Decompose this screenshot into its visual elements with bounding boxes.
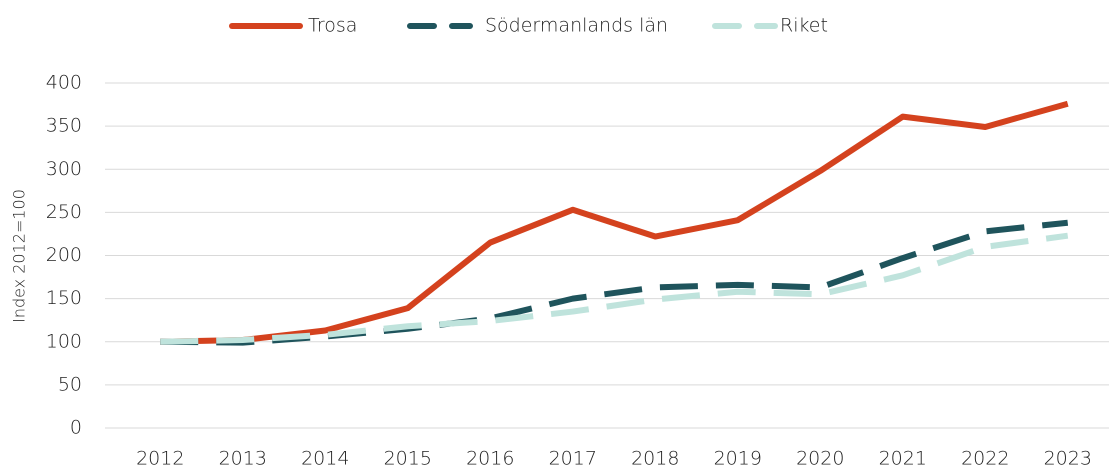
series-line	[160, 100, 1069, 345]
x-tick-label: 2020	[796, 448, 844, 468]
x-tick-label: 2012	[136, 448, 184, 468]
y-tick-label: 150	[46, 287, 82, 309]
series-line	[160, 219, 1069, 346]
x-tick-label: 2023	[1044, 448, 1092, 468]
x-tick-label: 2022	[961, 448, 1009, 468]
legend-label: Riket	[780, 15, 828, 37]
x-tick-label: 2019	[714, 448, 762, 468]
y-tick-label: 400	[46, 72, 82, 94]
x-tick-label: 2021	[879, 448, 927, 468]
x-tick-label: 2013	[219, 448, 267, 468]
series-line	[160, 232, 1069, 345]
y-tick-label: 300	[46, 158, 82, 180]
legend-label: Södermanlands län	[485, 15, 668, 37]
x-tick-label: 2016	[466, 448, 514, 468]
legend-label: Trosa	[308, 15, 357, 37]
y-axis-label: Index 2012=100	[10, 189, 29, 323]
y-tick-label: 50	[58, 373, 82, 395]
y-tick-label: 350	[46, 115, 82, 137]
y-tick-label: 100	[46, 330, 82, 352]
x-tick-label: 2015	[384, 448, 432, 468]
y-tick-label: 0	[70, 417, 82, 439]
y-tick-label: 250	[46, 201, 82, 223]
x-tick-label: 2018	[631, 448, 679, 468]
x-tick-label: 2014	[301, 448, 349, 468]
x-tick-label: 2017	[549, 448, 597, 468]
y-tick-label: 200	[46, 244, 82, 266]
